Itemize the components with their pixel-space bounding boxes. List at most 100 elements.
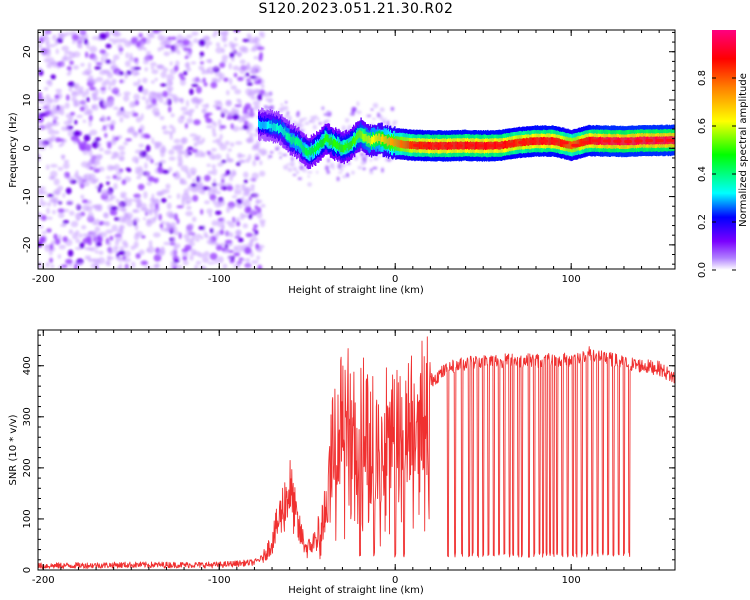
ridge-strip	[266, 121, 268, 130]
noise-cell	[196, 181, 203, 186]
ridge-core	[655, 139, 664, 143]
noise-cell	[78, 141, 86, 148]
noise-cell	[182, 111, 189, 116]
noise-cell	[386, 120, 390, 125]
noise-cell	[244, 103, 252, 110]
noise-cell	[184, 122, 188, 129]
noise-cell	[223, 43, 228, 48]
noise-cell	[79, 177, 83, 185]
ridge-strip	[389, 137, 392, 146]
noise-cell	[152, 216, 158, 221]
noise-cell	[81, 99, 86, 107]
noise-cell	[81, 71, 90, 76]
noise-cell	[94, 66, 102, 70]
noise-cell	[89, 166, 94, 170]
noise-cell	[46, 137, 54, 143]
noise-cell	[301, 128, 306, 132]
noise-cell	[185, 169, 190, 175]
noise-cell	[133, 241, 139, 249]
noise-cell	[190, 61, 197, 65]
noise-cell	[204, 200, 210, 205]
noise-cell	[203, 82, 208, 87]
ridge-strip	[367, 135, 370, 143]
ridge-strip	[576, 139, 579, 148]
ridge-strip	[396, 139, 398, 147]
noise-cell	[193, 251, 201, 256]
noise-cell	[171, 236, 176, 244]
colorbar-tick-label: 0.2	[697, 214, 708, 230]
ridge-strip	[364, 133, 366, 142]
ridge-strip	[290, 136, 293, 145]
noise-cell	[157, 166, 162, 172]
ridge-strip	[288, 133, 290, 142]
noise-cell	[88, 173, 96, 181]
noise-cell	[95, 97, 103, 101]
noise-cell	[181, 252, 189, 257]
noise-cell	[89, 129, 98, 136]
noise-cell	[312, 124, 317, 130]
ridge-strip	[537, 137, 540, 146]
noise-cell	[131, 66, 135, 74]
noise-cell	[119, 79, 123, 84]
noise-cell	[51, 196, 59, 203]
ridge-core	[486, 144, 495, 148]
noise-cell	[70, 220, 79, 228]
ridge-strip	[359, 129, 361, 138]
ridge-strip	[421, 141, 423, 150]
ridge-core	[433, 144, 442, 148]
noise-cell	[302, 168, 307, 173]
noise-cell	[160, 45, 165, 51]
noise-cell	[110, 206, 118, 211]
noise-cell	[247, 206, 252, 212]
noise-cell	[245, 264, 252, 268]
noise-cell	[42, 141, 47, 148]
noise-cell	[156, 191, 163, 196]
ridge-strip	[652, 136, 655, 145]
ridge-strip	[301, 141, 303, 150]
ridge-strip	[462, 141, 465, 150]
noise-cell	[118, 250, 126, 256]
noise-cell	[82, 119, 87, 124]
noise-cell	[162, 130, 170, 135]
noise-cell	[108, 241, 112, 246]
noise-cell	[38, 225, 44, 229]
noise-cell	[186, 117, 194, 124]
noise-cell	[88, 78, 95, 82]
spectrogram-heatmap	[38, 30, 675, 269]
noise-cell	[38, 153, 41, 161]
ridge-strip	[326, 134, 328, 143]
noise-cell	[105, 260, 110, 266]
ridge-strip	[363, 134, 365, 142]
noise-cell	[137, 168, 145, 177]
ridge-core	[560, 141, 569, 145]
noise-cell	[106, 247, 115, 254]
noise-cell	[211, 148, 217, 152]
ridge-strip	[260, 121, 262, 130]
noise-cell	[154, 112, 161, 116]
ridge-strip	[566, 140, 568, 149]
noise-cell	[195, 260, 202, 265]
noise-cell	[59, 223, 67, 227]
noise-cell	[356, 101, 360, 107]
ridge-strip	[454, 141, 456, 150]
noise-cell	[39, 196, 43, 202]
noise-cell	[80, 161, 89, 168]
noise-cell	[55, 88, 62, 93]
noise-cell	[260, 84, 265, 89]
noise-cell	[324, 165, 330, 171]
ridge-strip	[402, 140, 404, 149]
x-tick-label: 0	[392, 575, 398, 586]
noise-cell	[108, 38, 114, 42]
ridge-strip	[486, 142, 488, 150]
ridge-strip	[280, 124, 282, 132]
noise-cell	[198, 39, 206, 47]
noise-cell	[119, 150, 126, 156]
noise-cell	[61, 62, 65, 68]
noise-cell	[82, 204, 90, 212]
noise-cell	[138, 143, 145, 148]
ridge-strip	[407, 140, 410, 149]
ridge-strip	[285, 131, 287, 139]
noise-cell	[215, 242, 220, 247]
noise-cell	[107, 141, 112, 149]
noise-cell	[80, 62, 85, 67]
